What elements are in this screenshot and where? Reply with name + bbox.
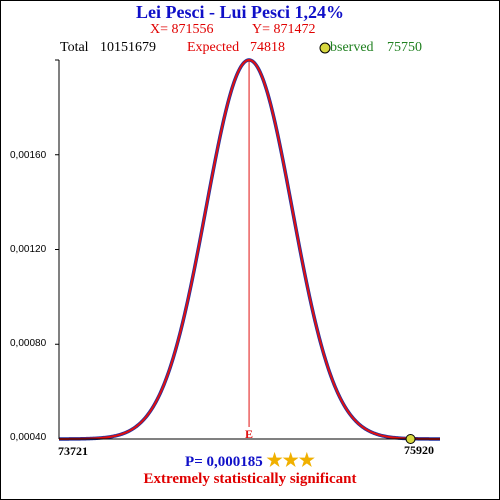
x-tick-max: 75920 (404, 443, 434, 457)
expected-value: 74818 (250, 40, 285, 55)
total-label: Total (60, 40, 89, 55)
observed-legend-dot (319, 42, 331, 54)
significance-text: Extremely statistically significant (143, 471, 357, 487)
observed-point (405, 434, 416, 444)
significance-stars: ★★★ (266, 450, 315, 470)
total-value: 10151679 (100, 40, 156, 55)
y-count: Y= 871472 (252, 22, 316, 37)
y-tick-label-0: 0,00040 (10, 432, 47, 443)
y-tick-label-2: 0,00120 (10, 244, 47, 255)
expected-label: Expected (187, 40, 240, 55)
p-value-line: P= 0,000185 ★★★ (0, 450, 500, 471)
y-tick-label-3: 0,00160 (10, 150, 47, 161)
x-count: X= 871556 (150, 22, 214, 37)
x-tick-min: 73721 (58, 444, 88, 458)
expected-marker-label: E (245, 427, 253, 441)
chart-title: Lei Pesci - Lui Pesci 1,24% (136, 2, 344, 22)
observed-label: bserved (330, 40, 374, 55)
y-tick-label-1: 0,00080 (10, 338, 47, 349)
observed-value: 75750 (387, 40, 422, 55)
p-value: P= 0,000185 (185, 454, 263, 470)
